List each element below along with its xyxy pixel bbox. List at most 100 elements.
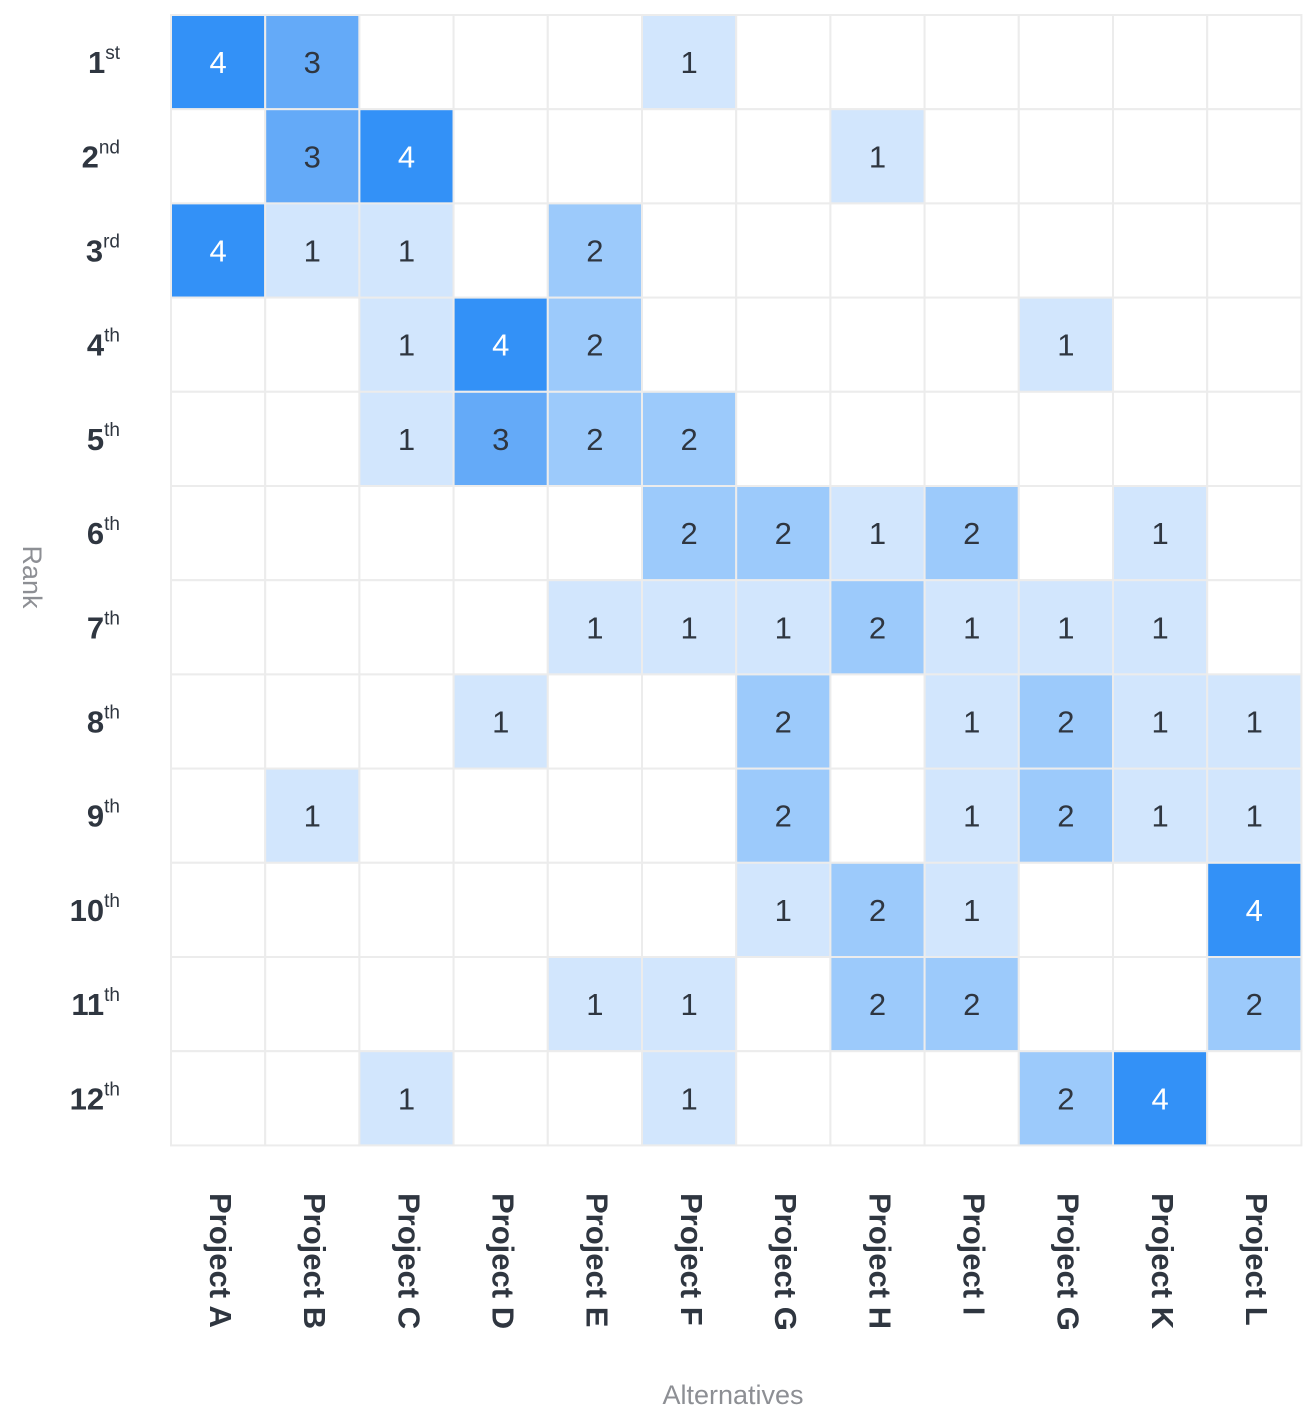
heatmap-cell [923, 485, 1020, 582]
heatmap-cell-value: 1 [1246, 705, 1263, 740]
heatmap-cell [170, 861, 267, 958]
heatmap-cell [358, 956, 455, 1053]
rank-label-number: 8 [87, 705, 104, 740]
heatmap-cell [735, 296, 832, 393]
heatmap-cell [452, 108, 549, 205]
heatmap-cell [829, 579, 926, 676]
rank-label: 9th [87, 797, 120, 834]
rank-label-suffix: st [105, 43, 121, 64]
heatmap-cell-value: 4 [398, 139, 415, 174]
heatmap-cell [1017, 579, 1114, 676]
heatmap-cell [1112, 108, 1209, 205]
heatmap-cell [1112, 296, 1209, 393]
rank-label: 12th [70, 1079, 120, 1116]
rank-label: 4th [87, 326, 120, 363]
heatmap-cell [1112, 861, 1209, 958]
heatmap-cell [641, 673, 738, 770]
heatmap-cell [1206, 108, 1303, 205]
heatmap-cell-value: 1 [680, 610, 697, 645]
heatmap-cell [923, 202, 1020, 299]
rank-label-suffix: th [104, 1079, 120, 1100]
heatmap-cell [829, 390, 926, 487]
heatmap-cell [1206, 485, 1303, 582]
heatmap-cell-value: 2 [586, 422, 603, 457]
heatmap-cell [264, 767, 361, 864]
rank-label-number: 3 [86, 234, 103, 269]
heatmap-cell-value: 1 [1151, 799, 1168, 834]
alternatives-axis-labels: Project A Project B Project C Project D Proj… [203, 1193, 1274, 1331]
heatmap-cell [829, 1050, 926, 1147]
heatmap-cell-value: 1 [680, 45, 697, 80]
alternative-label: Project K [1145, 1193, 1180, 1330]
heatmap-cell [170, 673, 267, 770]
heatmap-cell-value: 1 [680, 987, 697, 1022]
heatmap-cell-value: 1 [398, 1081, 415, 1116]
heatmap-cell [546, 390, 643, 487]
heatmap-cell-value: 4 [1246, 893, 1263, 928]
heatmap-cell-value: 1 [963, 893, 980, 928]
heatmap-cell [452, 956, 549, 1053]
heatmap-cell-value: 4 [492, 328, 509, 363]
heatmap-cell [452, 390, 549, 487]
heatmap-cell [1017, 767, 1114, 864]
heatmap-cell [170, 1050, 267, 1147]
heatmap-cell-value: 2 [1057, 705, 1074, 740]
rank-label-number: 4 [87, 328, 105, 363]
heatmap-cell [546, 673, 643, 770]
heatmap-cell [641, 861, 738, 958]
heatmap-cell [1206, 767, 1303, 864]
heatmap-cell [264, 861, 361, 958]
rank-label-number: 12 [70, 1081, 104, 1116]
heatmap-cell-value: 4 [209, 45, 226, 80]
heatmap-cell [641, 956, 738, 1053]
heatmap-cell-value: 1 [1057, 328, 1074, 363]
rank-label-suffix: rd [103, 232, 120, 253]
rank-label: 10th [70, 891, 120, 928]
alternative-label: Project G [768, 1193, 803, 1331]
heatmap-cell [923, 296, 1020, 393]
rank-label: 8th [87, 703, 120, 740]
heatmap-cell-value: 2 [680, 516, 697, 551]
heatmap-cell [829, 485, 926, 582]
heatmap-cell [452, 579, 549, 676]
heatmap-cell [546, 108, 643, 205]
heatmap-cell-value: 1 [963, 799, 980, 834]
heatmap-cell [735, 956, 832, 1053]
rank-label: 3rd [86, 232, 120, 269]
heatmap-cell [641, 485, 738, 582]
heatmap-cell-value: 2 [775, 705, 792, 740]
heatmap-cell-value: 1 [304, 799, 321, 834]
heatmap-cell [1112, 956, 1209, 1053]
heatmap-cell [452, 14, 549, 111]
heatmap-cell-value: 4 [1151, 1081, 1168, 1116]
heatmap-cell [1112, 202, 1209, 299]
heatmap-cell [829, 956, 926, 1053]
heatmap-cell-value: 1 [1151, 705, 1168, 740]
heatmap-cell-value: 2 [869, 893, 886, 928]
heatmap-cell [923, 1050, 1020, 1147]
heatmap-cell [452, 485, 549, 582]
heatmap-cell [264, 202, 361, 299]
heatmap-cell [829, 767, 926, 864]
alternative-label: Project D [486, 1193, 521, 1329]
heatmap-cell-value: 2 [680, 422, 697, 457]
heatmap-cell [1206, 1050, 1303, 1147]
heatmap-cell [735, 108, 832, 205]
heatmap-cell [170, 767, 267, 864]
heatmap-cell [170, 485, 267, 582]
rank-label-number: 10 [70, 893, 104, 928]
heatmap-cell-value: 2 [1246, 987, 1263, 1022]
heatmap-cell [735, 485, 832, 582]
heatmap-cell-value: 1 [398, 234, 415, 269]
heatmap-cell [829, 14, 926, 111]
heatmap-cell-value: 1 [1151, 516, 1168, 551]
rank-label-number: 1 [88, 45, 105, 80]
heatmap-cell-value: 2 [775, 516, 792, 551]
rank-label-suffix: th [104, 326, 120, 347]
heatmap-cell [264, 485, 361, 582]
heatmap-cell [1206, 390, 1303, 487]
heatmap-cell-value: 2 [963, 516, 980, 551]
heatmap-cell-value: 3 [304, 139, 321, 174]
rank-label-suffix: th [104, 608, 120, 629]
